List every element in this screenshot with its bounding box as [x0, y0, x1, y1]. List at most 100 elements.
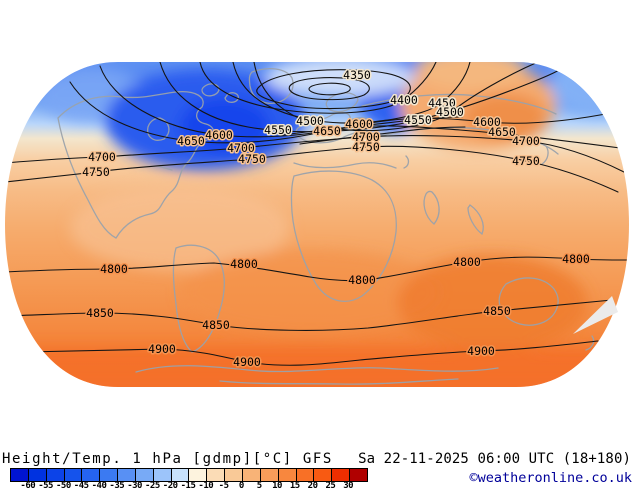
color-scale-cell — [100, 469, 119, 481]
color-scale-tick: -40 — [91, 481, 107, 491]
color-scale-cell — [11, 469, 29, 481]
contour-4800 — [5, 256, 628, 282]
color-scale-tick: 10 — [272, 481, 282, 491]
contour-4350-inner-2 — [308, 82, 351, 96]
contour-label: 4650 — [177, 134, 205, 148]
color-scale-cell — [189, 469, 208, 481]
color-scale-cell — [278, 469, 297, 481]
credit-link[interactable]: ©weatheronline.co.uk — [469, 470, 632, 486]
coastline-hudson-bay — [147, 117, 170, 141]
contour-label: 4600 — [205, 128, 233, 142]
contour-label: 4750 — [82, 165, 110, 179]
color-scale-tick: -30 — [127, 481, 142, 491]
color-scale-cell — [153, 469, 172, 481]
contour-label: 4750 — [238, 152, 266, 166]
color-scale-cell — [296, 469, 315, 481]
height-contours — [5, 62, 628, 366]
contour-label: 4800 — [562, 252, 590, 266]
color-scale-cell — [242, 469, 261, 481]
contour-label: 4900 — [233, 355, 261, 369]
contour-label: 4700 — [512, 134, 540, 148]
contour-4350-inner-1 — [288, 77, 370, 101]
valid-datetime: Sa 22-11-2025 06:00 UTC (18+180) — [358, 451, 631, 467]
color-scale-tick: 25 — [325, 481, 336, 491]
contour-4400 — [199, 62, 437, 114]
map-title: Height/Temp. 1 hPa [gdmp][°C] GFS — [2, 451, 333, 467]
contour-label: 4400 — [390, 93, 418, 107]
contour-label: 4750 — [352, 140, 380, 154]
contour-label: 4700 — [352, 130, 380, 144]
coastline-australia — [498, 277, 559, 326]
warm-band-antarctic — [5, 348, 629, 387]
contour-4850 — [5, 299, 613, 331]
coastline-antarctica-2 — [219, 378, 459, 385]
color-scale-tick: 20 — [307, 481, 318, 491]
color-scale-cell — [207, 469, 226, 481]
contour-4450 — [232, 62, 471, 124]
color-scale-tick: 0 — [238, 481, 244, 491]
contour-label: 4900 — [148, 342, 176, 356]
contour-4750 — [5, 145, 619, 193]
contour-label: 4750 — [512, 154, 540, 168]
color-scale-cell — [350, 469, 367, 481]
contour-4700 — [5, 135, 625, 173]
color-scale-cell — [82, 469, 101, 481]
coastline-siberia — [361, 93, 557, 115]
color-scale-cell — [118, 469, 136, 481]
contour-label: 4650 — [488, 125, 516, 139]
coastline-africa — [290, 170, 397, 302]
color-scale-ticks: -60 -55 -50 -45 -40 -35 -30 -25 -20 -15 -10 -5 0 5 10 1… — [10, 481, 366, 491]
color-scale — [10, 468, 368, 482]
coastline-new-zealand — [585, 335, 595, 351]
contour-label: 4650 — [313, 124, 341, 138]
contour-label: 4800 — [100, 262, 128, 276]
coastline-india — [423, 190, 440, 225]
contour-label: 4500 — [296, 114, 324, 128]
contour-label: 4700 — [88, 150, 116, 164]
color-scale-cell — [28, 469, 47, 481]
contour-label: 4600 — [345, 117, 373, 131]
color-scale-cell — [314, 469, 333, 481]
coastline-north-america — [57, 91, 215, 239]
color-scale-cell — [135, 469, 154, 481]
contour-label: 4900 — [467, 344, 495, 358]
contour-4600 — [99, 65, 617, 138]
contour-4350 — [256, 69, 411, 110]
color-scale-cell — [260, 469, 279, 481]
contour-minor-1 — [281, 116, 463, 136]
contour-label: 4850 — [483, 304, 511, 318]
mild-patch-atlantic — [70, 186, 290, 270]
watermark-artifact — [573, 296, 618, 334]
color-scale-cell — [171, 469, 190, 481]
coastline-caspian — [403, 155, 410, 169]
pale-polar-band — [265, 62, 415, 97]
color-scale-tick: -5 — [218, 481, 229, 491]
contour-label: 4700 — [227, 141, 255, 155]
contour-4650 — [69, 81, 621, 149]
coastline-great-lakes — [157, 165, 173, 171]
contour-label: 4800 — [453, 255, 481, 269]
color-scale-tick: 5 — [256, 481, 262, 491]
color-scale-tick: -10 — [198, 481, 214, 491]
contour-label: 4800 — [230, 257, 258, 271]
color-scale-tick: -50 — [56, 481, 71, 491]
contour-label: 4550 — [264, 123, 292, 137]
coastline-mediterranean — [293, 162, 397, 169]
coastline-scandinavia — [325, 92, 359, 113]
contour-minor-2 — [299, 126, 466, 145]
color-scale-cell — [225, 469, 243, 481]
coastline-japan — [541, 145, 549, 165]
color-scale-tick: -15 — [180, 481, 196, 491]
color-scale-cell — [64, 469, 83, 481]
contour-label: 4600 — [473, 115, 501, 129]
contour-4500 — [253, 62, 539, 132]
color-scale-tick: -25 — [145, 481, 160, 491]
color-scale-tick: -60 — [20, 481, 36, 491]
color-scale-cell — [332, 469, 351, 481]
color-scale-tick: 30 — [343, 481, 354, 491]
color-scale-tick: -55 — [38, 481, 53, 491]
contour-label: 4350 — [343, 68, 371, 82]
